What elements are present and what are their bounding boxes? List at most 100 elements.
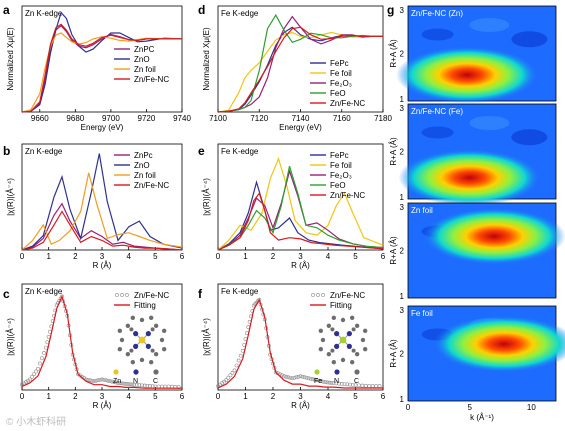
- data-point: [32, 372, 36, 377]
- data-point: [334, 381, 339, 386]
- x-tick-label: 4: [326, 392, 331, 401]
- data-point: [88, 378, 92, 383]
- x-tick-label: 0: [216, 392, 221, 401]
- atom-c: [161, 328, 167, 334]
- data-point: [236, 358, 241, 363]
- atom-c: [330, 327, 335, 332]
- heatmap-blob: [469, 18, 510, 32]
- data-point: [230, 370, 235, 375]
- data-point: [290, 376, 295, 381]
- data-point: [288, 375, 293, 380]
- data-point: [145, 383, 150, 388]
- data-point: [112, 380, 116, 384]
- legend-label: Fe foil: [330, 69, 352, 78]
- panel-letter-c: c: [3, 287, 10, 301]
- y-tick-label: 1: [400, 395, 405, 404]
- plot-frame-b: [21, 143, 183, 251]
- atom-n: [334, 331, 340, 337]
- atom-c: [320, 337, 326, 343]
- data-point: [294, 375, 299, 380]
- data-point: [122, 381, 126, 386]
- data-point: [337, 381, 341, 386]
- data-point: [238, 353, 243, 358]
- data-point: [108, 379, 112, 384]
- atom-c: [340, 317, 346, 323]
- data-point: [160, 384, 164, 389]
- x-tick-label: 6: [381, 392, 386, 401]
- legend-label: Zn/Fe-NC: [134, 181, 169, 190]
- series-line-d-4: [217, 26, 383, 113]
- legend-label: Zn/Fe-NC: [330, 191, 365, 200]
- data-point: [228, 373, 233, 378]
- data-point: [370, 384, 375, 388]
- data-point: [350, 382, 355, 387]
- data-point: [38, 361, 42, 366]
- data-point: [302, 375, 307, 380]
- data-point: [296, 374, 301, 379]
- panel-title: Fe K-edge: [221, 147, 259, 156]
- x-tick-label: 6: [381, 252, 386, 261]
- data-point: [100, 377, 104, 382]
- data-point: [94, 378, 98, 383]
- atom-c: [340, 357, 346, 363]
- data-point: [367, 384, 372, 388]
- legend-marker: [115, 293, 119, 297]
- atom-c: [330, 348, 335, 353]
- x-tick-label: 1: [243, 392, 248, 401]
- series-line-e-2: [217, 168, 384, 251]
- legend-marker: [321, 293, 325, 297]
- data-point: [140, 383, 144, 388]
- legend-label: Fitting: [134, 301, 156, 310]
- atom-c: [129, 327, 134, 332]
- inset-key-dot: [153, 369, 159, 375]
- data-point: [226, 375, 231, 380]
- atom-c: [351, 348, 356, 353]
- atom-c: [349, 315, 355, 321]
- series-line-a-3: [21, 23, 182, 113]
- atom-c: [161, 346, 167, 352]
- data-point: [166, 384, 171, 389]
- data-point: [377, 384, 382, 388]
- inset-key-dot: [334, 369, 340, 375]
- legend-label: ZnO: [134, 55, 150, 64]
- x-axis-label: Energy (eV): [279, 123, 322, 132]
- inset-label: C: [354, 378, 359, 385]
- x-tick-label: 4: [126, 392, 131, 401]
- x-tick-label: 0: [20, 252, 25, 261]
- data-point: [30, 374, 34, 379]
- data-point: [102, 377, 106, 382]
- data-point: [304, 375, 309, 380]
- atom-c: [153, 323, 159, 329]
- legend-label: Fe₂O₃: [330, 171, 352, 180]
- x-tick-label: 3: [298, 252, 303, 261]
- heatmap-peak: [398, 149, 541, 207]
- atom-c: [354, 351, 360, 357]
- atom-c: [362, 328, 368, 334]
- x-axis-label: R (Å): [291, 401, 310, 410]
- y-tick-label: 3: [400, 203, 405, 212]
- data-point: [282, 374, 286, 379]
- series-line-e-1: [217, 157, 384, 251]
- atom-c: [331, 359, 337, 365]
- data-point: [53, 308, 58, 313]
- atom-c: [130, 315, 136, 321]
- heatmap-title: Fe foil: [411, 309, 433, 318]
- data-point: [234, 363, 239, 368]
- x-tick-label: 5: [467, 403, 472, 412]
- atom-c: [117, 346, 123, 352]
- data-point: [331, 381, 336, 386]
- data-point: [310, 377, 315, 382]
- legend-label: Fe foil: [330, 161, 352, 170]
- data-point: [34, 369, 38, 374]
- x-axis-label: R (Å): [93, 401, 112, 410]
- atom-c: [318, 346, 324, 352]
- atom-c: [360, 337, 366, 343]
- y-tick-label: 2: [400, 350, 405, 359]
- series-line-c-1: [21, 294, 182, 389]
- x-tick-label: 5: [353, 392, 358, 401]
- legend-marker: [316, 293, 320, 297]
- y-axis-label: Normalized Xμ(E): [6, 27, 15, 91]
- heatmap-blob: [469, 116, 510, 130]
- data-point: [132, 382, 136, 387]
- y-tick-label: 2: [400, 247, 405, 256]
